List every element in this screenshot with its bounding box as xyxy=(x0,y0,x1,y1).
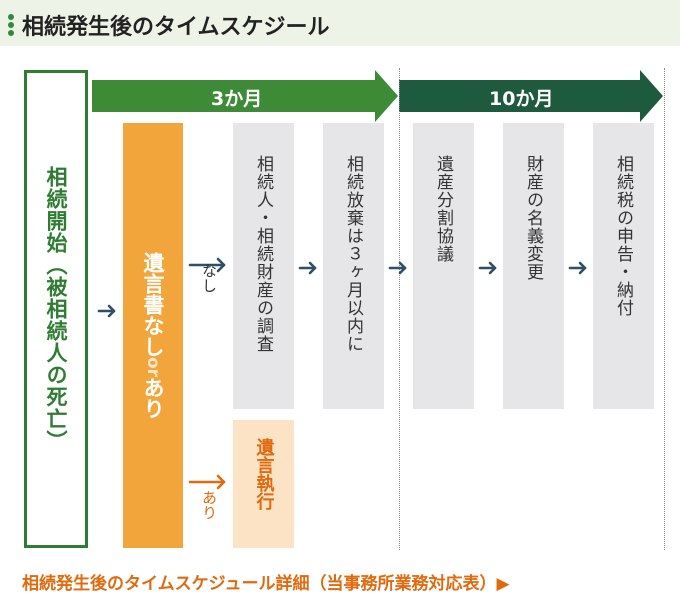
divider-10-months xyxy=(664,68,665,550)
inheritance-start-box: 相続開始（被相続人の死亡） xyxy=(24,70,88,548)
step-renunciation: 相続放棄は３ヶ月以内に xyxy=(323,123,384,409)
will-execution-label: 遺言執行 xyxy=(253,438,275,510)
will-or-text: or xyxy=(143,356,163,378)
will-label: 遺言書なしorあり xyxy=(138,252,168,419)
arrow-right-icon xyxy=(478,261,497,275)
branch-label-none: なし xyxy=(200,263,218,293)
timeline-arrow-10-months xyxy=(399,70,663,122)
arrow-right-orange-icon xyxy=(188,474,226,490)
page-title: 相続発生後のタイムスケジール xyxy=(22,15,330,40)
dots-icon xyxy=(8,14,14,38)
page-header: 相続発生後のタイムスケジール xyxy=(0,0,680,46)
arrow-right-icon xyxy=(388,261,407,275)
schedule-detail-link[interactable]: 相続発生後のタイムスケジュール詳細（当事務所業務対応表）▶ xyxy=(22,574,510,594)
timeline-label-3-months: 3か月 xyxy=(211,88,263,110)
timeline-arrow-3-months xyxy=(92,70,398,122)
will-present-text: あり xyxy=(141,377,165,420)
inheritance-start-label: 相続開始（被相続人の死亡） xyxy=(44,166,68,452)
will-execution-box: 遺言執行 xyxy=(233,420,294,548)
step-division-agreement: 遺産分割協議 xyxy=(413,123,474,409)
timeline-label-10-months: 10か月 xyxy=(489,88,554,110)
arrow-right-icon xyxy=(188,257,226,273)
arrow-right-icon xyxy=(298,261,317,275)
step-tax-filing: 相続税の申告・納付 xyxy=(593,123,654,409)
arrow-right-icon xyxy=(97,304,116,318)
will-none-text: 遺言書なし xyxy=(141,251,165,357)
will-box: 遺言書なしorあり xyxy=(123,123,183,548)
arrow-right-icon xyxy=(568,261,587,275)
branch-label-present: あり xyxy=(200,490,218,520)
step-investigation: 相続人・相続財産の調査 xyxy=(233,123,294,409)
step-title-transfer: 財産の名義変更 xyxy=(503,123,564,409)
divider-3-months xyxy=(399,68,400,550)
